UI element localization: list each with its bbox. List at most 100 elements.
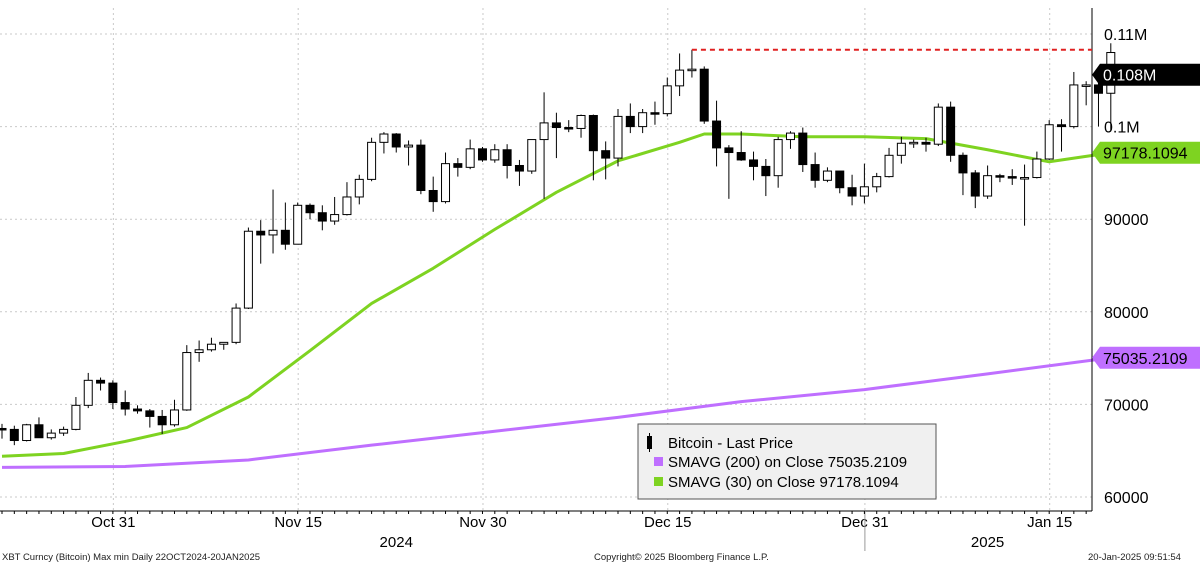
x-tick-label: Nov 30 xyxy=(459,514,507,531)
candle-body xyxy=(22,424,32,442)
axes: 60000 70000 80000 90000 0.1M 0.11M Oct 31 Nov 1… xyxy=(0,8,1200,551)
candle-body xyxy=(1044,124,1054,160)
y-tick-label: 70000 xyxy=(1104,397,1149,414)
legend-label-bitcoin: Bitcoin - Last Price xyxy=(668,435,793,452)
candle-body xyxy=(909,141,919,145)
candle-body xyxy=(847,187,857,197)
candle-body xyxy=(724,147,734,154)
candle-body xyxy=(404,144,414,148)
candle-body xyxy=(601,150,611,159)
footer-timestamp: 20-Jan-2025 09:51:54 xyxy=(1088,552,1181,563)
candle-body xyxy=(773,139,783,177)
sma200-tag: 75035.2109 xyxy=(1092,346,1200,369)
sma-line xyxy=(1,132,1112,458)
candle-body xyxy=(342,196,352,216)
candle-body xyxy=(625,115,635,128)
candle-body xyxy=(1069,84,1079,128)
y-tick-label: 80000 xyxy=(1104,305,1149,322)
x-year-label: 2025 xyxy=(971,534,1004,551)
moving-average-lines xyxy=(1,132,1112,469)
candle-body xyxy=(268,229,278,236)
candle-body xyxy=(46,432,56,439)
candle-body xyxy=(588,114,598,152)
candle-body xyxy=(1081,84,1091,87)
y-tick-label: 90000 xyxy=(1104,212,1149,229)
candle-body xyxy=(539,122,549,141)
candle-body xyxy=(206,343,216,351)
legend-purple-swatch xyxy=(654,457,663,466)
candle-body xyxy=(859,186,869,197)
last-price-tag: 0.108M xyxy=(1092,63,1200,86)
footer-security-info: XBT Curncy (Bitcoin) Max min Daily 22OCT… xyxy=(2,552,261,563)
candle-body xyxy=(933,106,943,145)
candle-body xyxy=(970,172,980,197)
candle-body xyxy=(835,170,845,189)
candle-body xyxy=(145,410,155,417)
legend-label-sma30: SMAVG (30) on Close 97178.1094 xyxy=(668,474,899,491)
candle-body xyxy=(785,132,795,141)
candle-body xyxy=(502,149,512,166)
candle-body xyxy=(1020,177,1030,180)
candle-body xyxy=(169,409,179,426)
candle-body xyxy=(946,106,956,156)
candle-body xyxy=(280,229,290,245)
candle-body xyxy=(958,154,968,174)
candle-body xyxy=(1032,158,1042,179)
candle-body xyxy=(219,341,229,345)
sma-line xyxy=(1,356,1111,469)
candle-body xyxy=(330,214,340,222)
sma30-tag: 97178.1094 xyxy=(1092,141,1200,164)
candle-body xyxy=(514,164,524,172)
candle-body xyxy=(798,132,808,166)
candle-body xyxy=(576,114,586,129)
candle-body xyxy=(71,404,81,430)
candle-body xyxy=(256,230,266,236)
candle-body xyxy=(551,122,561,129)
sma200-tag-bg xyxy=(1092,346,1200,369)
candle-body xyxy=(822,170,832,181)
candle-body xyxy=(675,69,685,87)
candle-body xyxy=(650,112,660,115)
footer-copyright: Copyright© 2025 Bloomberg Finance L.P. xyxy=(594,552,769,563)
legend-box xyxy=(637,423,937,500)
candle-body xyxy=(995,175,1005,178)
legend-green-swatch xyxy=(654,477,663,486)
candle-body xyxy=(477,148,487,161)
candle-body xyxy=(367,141,377,180)
candle-body xyxy=(736,152,746,161)
candle-body xyxy=(317,212,327,222)
candlesticks xyxy=(0,43,1116,446)
candle-body xyxy=(1057,124,1067,128)
candle-body xyxy=(983,175,993,197)
candle-body xyxy=(749,159,759,167)
candle-body xyxy=(872,176,882,188)
candle-body xyxy=(416,144,426,191)
candle-body xyxy=(96,379,106,384)
x-tick-label: Dec 15 xyxy=(644,514,692,531)
candle-body xyxy=(699,68,709,122)
sma30-tag-bg xyxy=(1092,141,1200,164)
candle-body xyxy=(9,428,19,442)
last-price-tag-bg xyxy=(1092,63,1200,86)
candle-body xyxy=(687,68,697,72)
legend: Bitcoin - Last Price SMAVG (200) on Clos… xyxy=(637,423,937,500)
candle-body xyxy=(527,139,537,172)
candle-body xyxy=(293,204,303,245)
candle-body xyxy=(453,163,463,168)
y-tick-label: 0.1M xyxy=(1104,120,1140,137)
candle-body xyxy=(391,133,401,148)
candle-body xyxy=(638,112,648,128)
candle-body xyxy=(490,149,500,161)
candle-body xyxy=(921,141,931,145)
candle-body xyxy=(379,133,389,143)
candle-body xyxy=(34,424,44,439)
candle-body xyxy=(465,148,475,168)
candle-body xyxy=(441,163,451,203)
candle-body xyxy=(133,408,143,412)
x-tick-label: Nov 15 xyxy=(274,514,322,531)
candle-body xyxy=(564,127,574,130)
candle-body xyxy=(83,379,93,406)
candle-body xyxy=(194,349,204,354)
last-price-tag-text: 0.108M xyxy=(1103,68,1156,85)
